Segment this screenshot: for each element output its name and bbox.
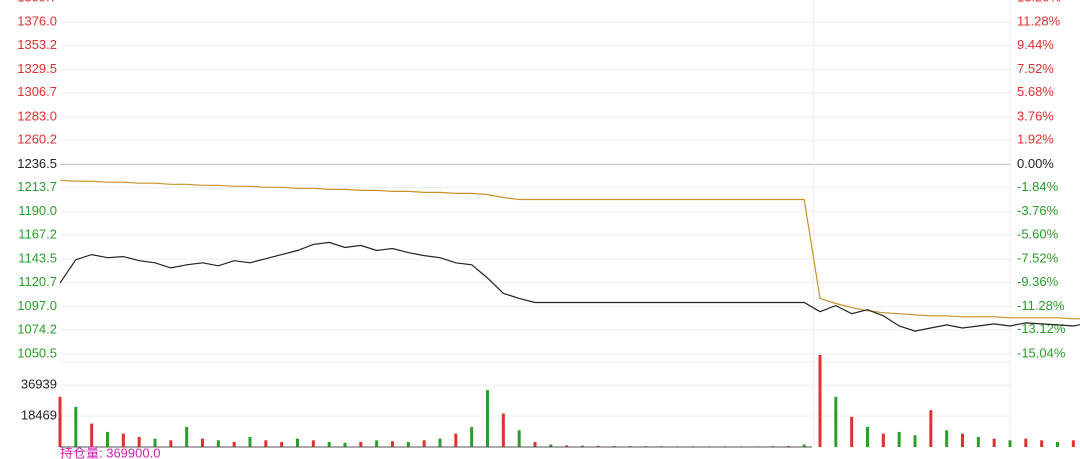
- volume-bar: [581, 445, 584, 447]
- volume-bar: [501, 413, 505, 447]
- volume-bar: [438, 438, 442, 447]
- footer: 持仓量: 369900.0: [60, 445, 160, 459]
- volume-bar: [454, 433, 458, 447]
- volume-bar: [834, 396, 838, 447]
- volume-bar: [486, 390, 489, 447]
- volume-bar: [74, 406, 78, 447]
- volume-bar: [913, 435, 917, 447]
- y-tick-label: 1306.7: [17, 84, 57, 99]
- volume-bar: [1040, 440, 1044, 447]
- volume-bar: [850, 416, 854, 447]
- y-tick-label: 1143.5: [18, 251, 57, 266]
- volume-bar: [232, 441, 236, 447]
- volume-bar: [137, 436, 141, 447]
- y2-tick-label: -15.04%: [1017, 345, 1066, 360]
- y2-tick-label: 9.44%: [1017, 37, 1054, 52]
- volume-bar: [945, 430, 949, 447]
- volume-tick-label: 18469: [21, 408, 57, 423]
- y2-tick-label: 1.92%: [1017, 132, 1054, 147]
- volume-bar: [1008, 440, 1012, 447]
- y-tick-label: 1329.5: [17, 61, 57, 76]
- y2-tick-label: 0.00%: [1017, 156, 1054, 171]
- y-tick-label: 1376.0: [17, 14, 57, 29]
- volume-bar: [90, 423, 94, 447]
- volume-bar: [264, 440, 268, 447]
- volume-bar: [533, 441, 537, 447]
- volume-bar: [1056, 441, 1059, 447]
- volume-bar: [185, 426, 189, 447]
- y-tick-label: 1213.7: [17, 179, 57, 194]
- y-tick-label: 1399.7: [17, 0, 57, 4]
- y2-tick-label: -7.52%: [1017, 251, 1059, 266]
- y2-tick-label: -5.60%: [1017, 226, 1059, 241]
- volume-bar: [881, 433, 885, 447]
- y2-tick-label: 13.20%: [1017, 0, 1062, 4]
- y-tick-label: 1167.2: [18, 226, 57, 241]
- volume-bar: [169, 440, 173, 447]
- volume-bar: [596, 445, 600, 447]
- y2-tick-label: 3.76%: [1017, 108, 1054, 123]
- y2-tick-label: 11.28%: [1017, 14, 1061, 29]
- volume-bar: [961, 433, 964, 447]
- volume-bar: [1024, 438, 1028, 447]
- volume-tick-label: 36939: [21, 377, 57, 392]
- price-line: [59, 241, 1080, 332]
- y-tick-label: 1120.7: [18, 274, 57, 289]
- volume-bar: [311, 440, 315, 447]
- volume-bar: [802, 444, 806, 447]
- volume-bar: [786, 445, 790, 447]
- volume-bar: [296, 438, 299, 447]
- volume-bar: [153, 438, 157, 447]
- volume-bar: [549, 444, 553, 447]
- y2-tick-label: -3.76%: [1017, 203, 1059, 218]
- volume-bar: [359, 441, 363, 447]
- volume-bar: [248, 436, 252, 447]
- volume-bar: [992, 438, 996, 447]
- y-tick-label: 1097.0: [17, 298, 57, 313]
- volume-bar: [391, 441, 394, 447]
- volume-bar: [470, 426, 474, 447]
- y2-tick-label: -11.28%: [1017, 298, 1065, 313]
- volume-bar: [1071, 440, 1075, 447]
- y-tick-label: 1074.2: [17, 321, 57, 336]
- volume-bar: [406, 441, 410, 447]
- y2-tick-label: -1.84%: [1017, 179, 1059, 194]
- y-tick-label: 1050.5: [17, 345, 57, 360]
- volume-bar: [897, 431, 901, 447]
- volume-bar: [976, 436, 980, 447]
- y2-tick-label: 5.68%: [1017, 84, 1054, 99]
- y-tick-label: 1283.0: [17, 108, 57, 123]
- y-tick-label: 1353.2: [17, 37, 57, 52]
- average-line: [59, 179, 1080, 320]
- volume-bar: [216, 440, 220, 447]
- volume-bar: [422, 440, 426, 447]
- volume-bar: [201, 438, 204, 447]
- volume-bar: [106, 431, 109, 447]
- y-tick-label: 1260.2: [17, 132, 57, 147]
- volume-bar: [517, 430, 521, 447]
- y2-tick-label: -9.36%: [1017, 274, 1059, 289]
- volume-bar: [612, 445, 616, 447]
- volume-bar: [929, 410, 933, 447]
- volume-bar: [280, 441, 284, 447]
- volume-bar: [375, 440, 379, 447]
- volume-bar: [866, 426, 869, 447]
- y-tick-label: 1236.5: [17, 156, 57, 171]
- y2-tick-label: 7.52%: [1017, 61, 1054, 76]
- volume-bar: [343, 442, 347, 447]
- volume-bar: [121, 433, 125, 447]
- volume-bar: [327, 441, 331, 447]
- volume-bar: [818, 355, 822, 447]
- volume-bar: [565, 445, 569, 447]
- volume-bar: [58, 396, 62, 447]
- y-tick-label: 1190.0: [18, 203, 57, 218]
